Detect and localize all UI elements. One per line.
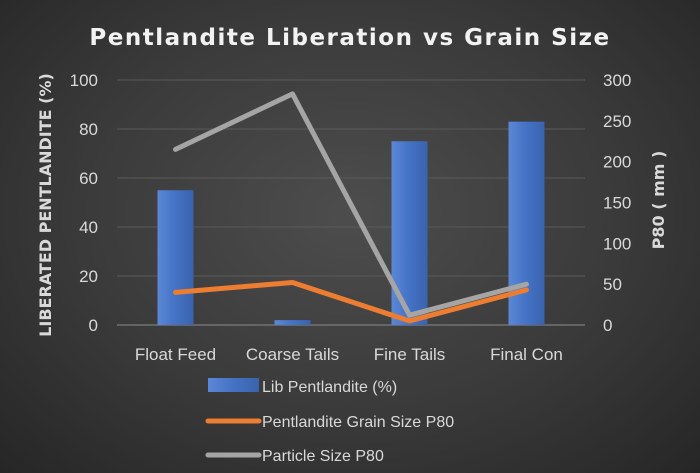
bar [157, 190, 194, 325]
y-tick-label: 40 [79, 218, 98, 237]
legend: Lib Pentlandite (%) Pentlandite Grain Siz… [205, 378, 454, 465]
legend-swatch [208, 378, 259, 392]
y2-tick-label: 100 [603, 234, 631, 253]
bar [391, 141, 428, 325]
y-tick-label: 60 [79, 169, 98, 188]
right-axis-ticks: 0 50 100 150 200 250 300 [603, 71, 631, 335]
category-labels: Float Feed Coarse Tails Fine Tails Final Co… [135, 345, 563, 364]
y2-tick-label: 200 [603, 153, 631, 172]
legend-label: Particle Size P80 [262, 448, 384, 465]
x-tick-label: Float Feed [135, 345, 216, 364]
series-line [173, 91, 529, 318]
gridlines [117, 79, 585, 326]
y2-tick-label: 0 [603, 316, 612, 335]
legend-label: Pentlandite Grain Size P80 [262, 414, 454, 431]
x-tick-label: Final Con [490, 345, 563, 364]
y-tick-label: 20 [79, 267, 98, 286]
x-tick-label: Fine Tails [374, 345, 446, 364]
x-tick-label: Coarse Tails [246, 345, 339, 364]
bar [274, 320, 311, 325]
y-tick-label: 80 [79, 120, 98, 139]
legend-label: Lib Pentlandite (%) [262, 379, 397, 396]
right-axis-title: P80 ( mm ) [649, 151, 668, 250]
series-line [173, 280, 529, 324]
y-tick-label: 0 [89, 316, 98, 335]
y2-tick-label: 50 [603, 275, 622, 294]
y-tick-label: 100 [70, 71, 98, 90]
left-axis-title: LIBERATED PENTLANDITE (%) [36, 73, 55, 337]
y2-tick-label: 150 [603, 194, 631, 213]
y2-tick-label: 250 [603, 112, 631, 131]
chart-title: Pentlandite Liberation vs Grain Size [89, 25, 610, 51]
line-series [173, 91, 529, 324]
y2-tick-label: 300 [603, 71, 631, 90]
left-axis-ticks: 0 20 40 60 80 100 [70, 71, 98, 335]
